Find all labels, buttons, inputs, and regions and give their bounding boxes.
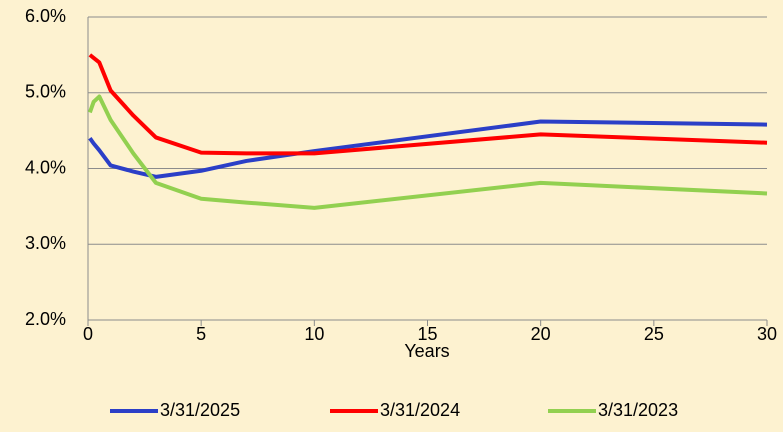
x-tick-label: 15 xyxy=(417,324,437,344)
y-tick-label: 2.0% xyxy=(25,309,66,329)
y-tick-label: 4.0% xyxy=(25,157,66,177)
x-tick-label: 30 xyxy=(757,324,777,344)
legend-label: 3/31/2023 xyxy=(598,400,678,420)
legend-label: 3/31/2024 xyxy=(380,400,460,420)
x-axis-label: Years xyxy=(404,341,449,361)
x-tick-label: 25 xyxy=(644,324,664,344)
x-tick-label: 20 xyxy=(531,324,551,344)
series-line xyxy=(87,94,768,210)
y-tick-label: 6.0% xyxy=(25,6,66,26)
x-tick-label: 10 xyxy=(304,324,324,344)
series-line xyxy=(88,53,768,156)
x-tick-label: 5 xyxy=(196,324,206,344)
series-line xyxy=(88,119,768,179)
y-tick-label: 5.0% xyxy=(25,82,66,102)
y-tick-label: 3.0% xyxy=(25,233,66,253)
x-tick-label: 0 xyxy=(83,324,93,344)
legend-label: 3/31/2025 xyxy=(160,400,240,420)
